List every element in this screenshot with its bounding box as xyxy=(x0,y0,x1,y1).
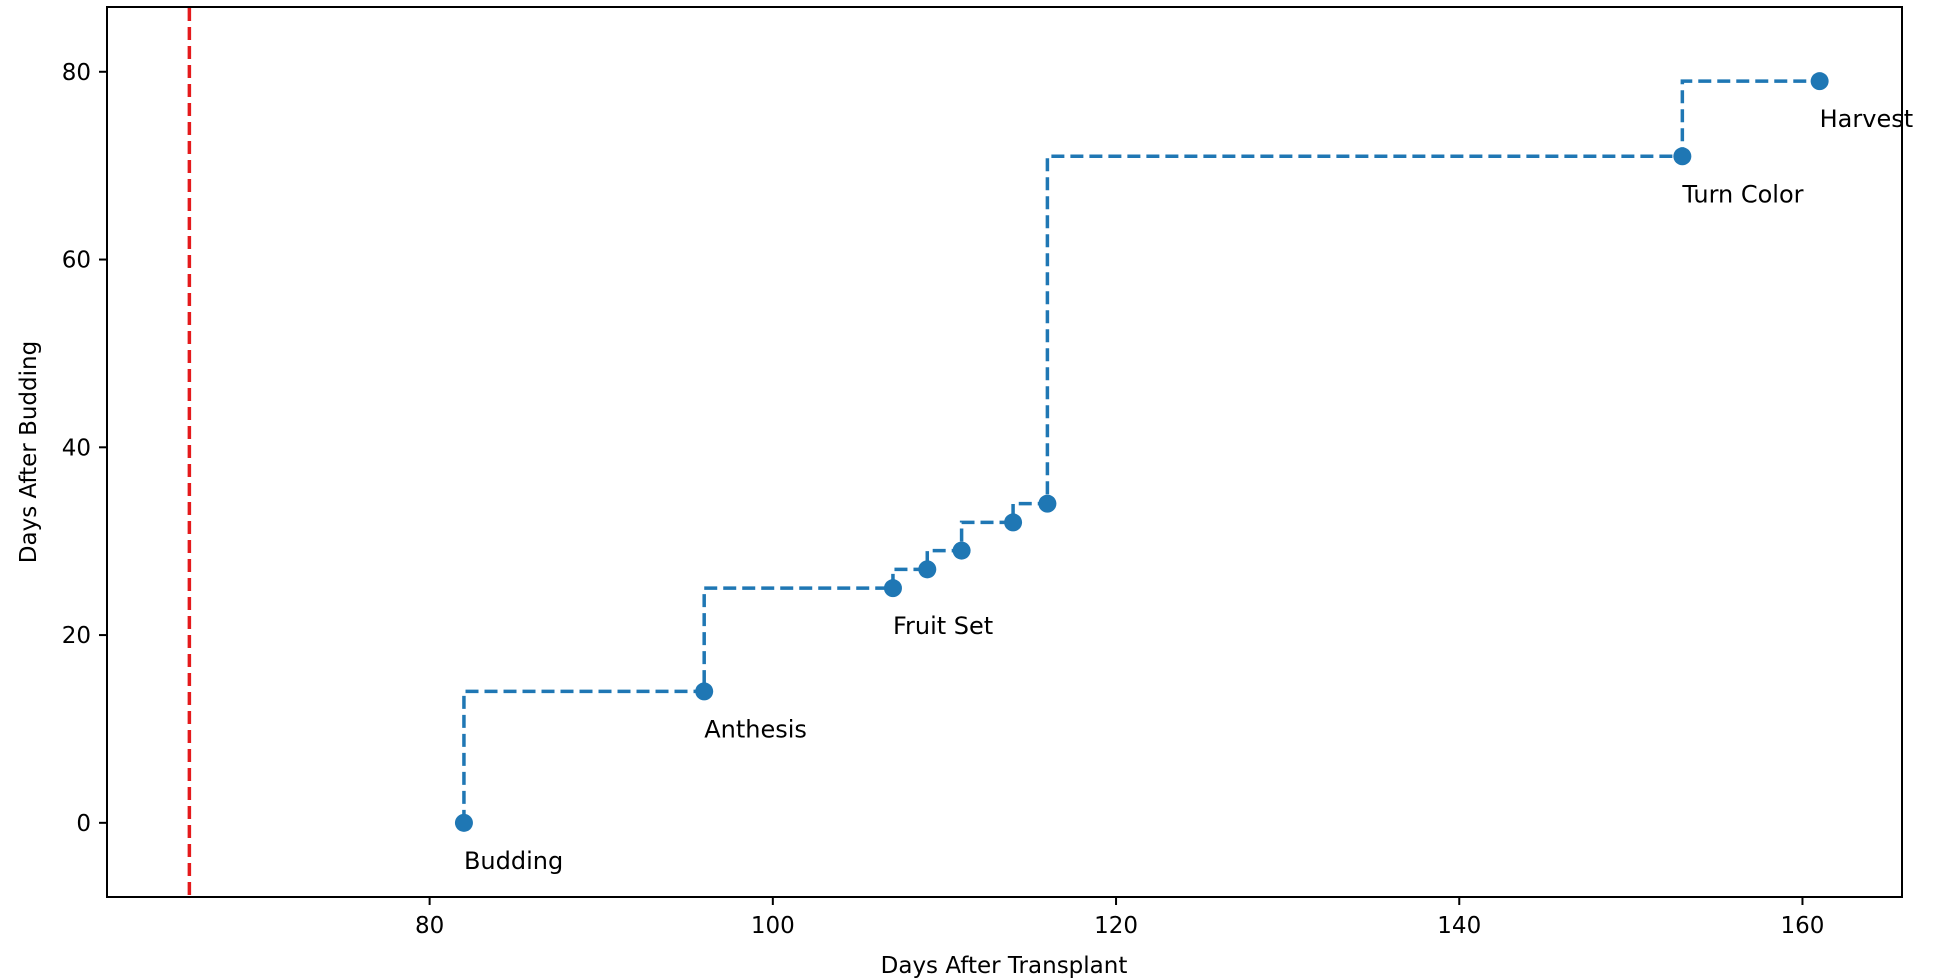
y-tick-label: 80 xyxy=(62,60,91,86)
data-point xyxy=(695,682,714,701)
y-axis: 0 20 40 60 80 xyxy=(62,60,107,837)
data-point xyxy=(1004,513,1023,532)
y-tick-label: 40 xyxy=(62,435,91,461)
y-tick-label: 0 xyxy=(76,811,91,837)
data-point xyxy=(918,560,937,579)
data-point xyxy=(1673,147,1692,166)
data-points-layer xyxy=(454,72,1829,832)
step-line xyxy=(462,79,1820,823)
data-point xyxy=(952,541,971,560)
point-label: Harvest xyxy=(1820,105,1914,133)
point-label: Budding xyxy=(464,847,563,875)
x-tick-label: 80 xyxy=(415,913,444,939)
point-label: Anthesis xyxy=(704,715,807,743)
point-label: Fruit Set xyxy=(893,612,993,640)
point-label: Turn Color xyxy=(1681,180,1803,208)
data-point xyxy=(883,579,902,598)
y-axis-title: Days After Budding xyxy=(16,341,42,563)
data-point xyxy=(1810,72,1829,91)
x-axis: 80 100 120 140 160 xyxy=(415,897,1824,939)
x-tick-label: 160 xyxy=(1781,913,1825,939)
data-point xyxy=(1038,494,1057,513)
x-tick-label: 100 xyxy=(751,913,795,939)
y-tick-label: 20 xyxy=(62,623,91,649)
data-point xyxy=(454,813,473,832)
step-line-layer xyxy=(462,79,1820,823)
x-tick-label: 120 xyxy=(1094,913,1138,939)
point-labels-layer: Budding Anthesis Fruit Set Turn Color Harves… xyxy=(464,105,1913,875)
y-tick-label: 60 xyxy=(62,248,91,274)
x-tick-label: 140 xyxy=(1437,913,1481,939)
plot-frame xyxy=(106,6,1903,898)
x-axis-title: Days After Transplant xyxy=(881,953,1128,979)
